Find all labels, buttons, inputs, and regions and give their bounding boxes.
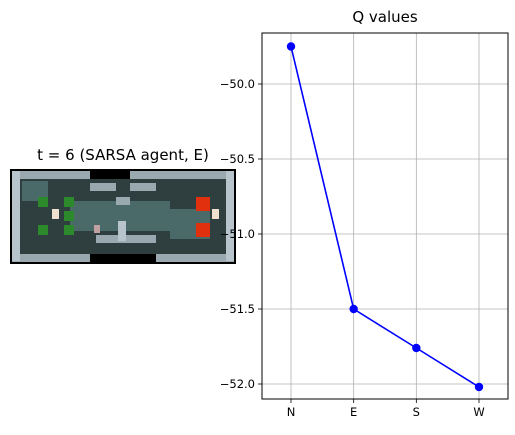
plot-frame xyxy=(261,32,509,400)
game-frame-image xyxy=(10,169,236,264)
x-tick-label: W xyxy=(473,405,484,419)
q-value-point xyxy=(474,382,484,392)
x-tick-label: S xyxy=(413,405,420,419)
q-value-point xyxy=(286,42,296,51)
y-tick-label: −51.0 xyxy=(220,227,255,241)
x-tick-label: N xyxy=(287,405,296,419)
y-tick-label: −50.0 xyxy=(220,77,255,91)
game-frame-title: t = 6 (SARSA agent, E) xyxy=(37,146,209,164)
y-tick-label: −50.5 xyxy=(220,152,255,166)
series-line xyxy=(286,42,484,392)
q-value-point xyxy=(412,343,421,353)
x-tick-label: E xyxy=(350,405,357,419)
chart-title: Q values xyxy=(352,8,418,26)
y-tick-label: −51.5 xyxy=(220,302,255,316)
q-value-point xyxy=(349,304,358,314)
chart-grid xyxy=(262,33,508,399)
axis-ticks: N E S W −50.0 −50.5 −51.0 −51.5 −52.0 xyxy=(220,77,485,419)
q-value-line xyxy=(290,46,480,388)
y-tick-label: −52.0 xyxy=(220,377,255,391)
